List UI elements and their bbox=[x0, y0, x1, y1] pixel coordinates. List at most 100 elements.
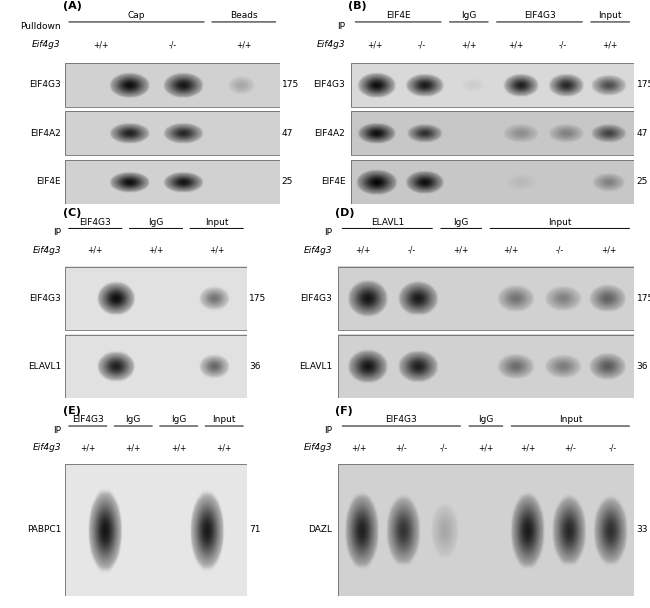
Text: -/-: -/- bbox=[439, 443, 448, 452]
Text: Eif4g3: Eif4g3 bbox=[32, 246, 61, 255]
Text: EIF4G3: EIF4G3 bbox=[79, 218, 111, 227]
Text: -/-: -/- bbox=[559, 41, 567, 49]
Text: IP: IP bbox=[324, 426, 332, 435]
Text: +/+: +/+ bbox=[148, 246, 164, 255]
Text: +/+: +/+ bbox=[454, 246, 469, 255]
Text: IP: IP bbox=[337, 22, 345, 31]
Text: Cap: Cap bbox=[128, 11, 145, 20]
Text: 175: 175 bbox=[249, 294, 266, 303]
Text: 71: 71 bbox=[249, 525, 260, 534]
Text: Input: Input bbox=[558, 415, 582, 424]
Text: (F): (F) bbox=[335, 406, 353, 416]
Text: +/+: +/+ bbox=[80, 443, 96, 452]
Text: -/-: -/- bbox=[408, 246, 416, 255]
Text: EIF4G3: EIF4G3 bbox=[300, 294, 332, 303]
Text: EIF4E: EIF4E bbox=[386, 11, 410, 20]
Text: EIF4G3: EIF4G3 bbox=[313, 80, 345, 89]
Text: +/-: +/- bbox=[564, 443, 577, 452]
Text: IP: IP bbox=[53, 229, 61, 238]
Text: Input: Input bbox=[205, 218, 228, 227]
Text: EIF4G3: EIF4G3 bbox=[72, 415, 103, 424]
Text: ELAVL1: ELAVL1 bbox=[299, 362, 332, 371]
Text: +/+: +/+ bbox=[93, 41, 109, 49]
Text: IgG: IgG bbox=[461, 11, 476, 20]
Text: EIF4G3: EIF4G3 bbox=[29, 80, 60, 89]
Text: EIF4A2: EIF4A2 bbox=[315, 129, 345, 138]
Bar bbox=[65, 464, 247, 596]
Text: ELAVL1: ELAVL1 bbox=[370, 218, 404, 227]
Text: Beads: Beads bbox=[230, 11, 257, 20]
Text: 36: 36 bbox=[637, 362, 648, 371]
Text: +/+: +/+ bbox=[88, 246, 103, 255]
Text: IgG: IgG bbox=[478, 415, 493, 424]
Text: +/-: +/- bbox=[395, 443, 408, 452]
Text: +/+: +/+ bbox=[209, 246, 224, 255]
Text: EIF4E: EIF4E bbox=[36, 178, 60, 186]
Bar bbox=[65, 334, 247, 398]
Text: (D): (D) bbox=[335, 208, 354, 218]
Text: PABPC1: PABPC1 bbox=[27, 525, 61, 534]
Bar bbox=[351, 63, 634, 106]
Text: +/+: +/+ bbox=[521, 443, 536, 452]
Text: Eif4g3: Eif4g3 bbox=[32, 41, 60, 49]
Bar bbox=[351, 160, 634, 204]
Bar bbox=[65, 111, 280, 155]
Bar bbox=[65, 266, 247, 330]
Text: +/+: +/+ bbox=[236, 41, 252, 49]
Text: +/+: +/+ bbox=[603, 41, 618, 49]
Text: +/+: +/+ bbox=[355, 246, 370, 255]
Text: Eif4g3: Eif4g3 bbox=[304, 443, 332, 452]
Text: Eif4g3: Eif4g3 bbox=[32, 443, 61, 452]
Text: EIF4E: EIF4E bbox=[320, 178, 345, 186]
Text: 175: 175 bbox=[636, 80, 650, 89]
Text: 175: 175 bbox=[637, 294, 650, 303]
Text: 47: 47 bbox=[636, 129, 648, 138]
Text: 33: 33 bbox=[637, 525, 648, 534]
Text: Pulldown: Pulldown bbox=[20, 22, 60, 31]
Text: 25: 25 bbox=[636, 178, 648, 186]
Text: -/-: -/- bbox=[608, 443, 617, 452]
Text: -/-: -/- bbox=[168, 41, 176, 49]
Text: +/+: +/+ bbox=[216, 443, 232, 452]
Text: IgG: IgG bbox=[171, 415, 187, 424]
Text: IP: IP bbox=[53, 426, 61, 435]
Text: (A): (A) bbox=[63, 1, 82, 11]
Bar bbox=[65, 63, 280, 106]
Text: Input: Input bbox=[599, 11, 622, 20]
Text: Eif4g3: Eif4g3 bbox=[304, 246, 332, 255]
Text: ELAVL1: ELAVL1 bbox=[28, 362, 61, 371]
Text: +/+: +/+ bbox=[367, 41, 382, 49]
Text: (C): (C) bbox=[63, 208, 81, 218]
Text: -/-: -/- bbox=[556, 246, 564, 255]
Text: EIF4G3: EIF4G3 bbox=[30, 294, 61, 303]
Bar bbox=[338, 266, 634, 330]
Text: 36: 36 bbox=[249, 362, 260, 371]
Text: EIF4A2: EIF4A2 bbox=[30, 129, 60, 138]
Text: +/+: +/+ bbox=[601, 246, 617, 255]
Text: Eif4g3: Eif4g3 bbox=[317, 41, 345, 49]
Text: 25: 25 bbox=[281, 178, 293, 186]
Text: +/+: +/+ bbox=[508, 41, 524, 49]
Text: (E): (E) bbox=[63, 406, 81, 416]
Text: IgG: IgG bbox=[148, 218, 164, 227]
Text: +/+: +/+ bbox=[503, 246, 518, 255]
Bar bbox=[338, 334, 634, 398]
Text: +/+: +/+ bbox=[461, 41, 476, 49]
Text: EIF4G3: EIF4G3 bbox=[524, 11, 555, 20]
Text: EIF4G3: EIF4G3 bbox=[385, 415, 417, 424]
Text: +/+: +/+ bbox=[352, 443, 367, 452]
Text: IgG: IgG bbox=[454, 218, 469, 227]
Text: Input: Input bbox=[548, 218, 571, 227]
Text: IP: IP bbox=[324, 229, 332, 238]
Bar bbox=[351, 111, 634, 155]
Text: +/+: +/+ bbox=[171, 443, 187, 452]
Text: IgG: IgG bbox=[125, 415, 141, 424]
Text: Input: Input bbox=[213, 415, 236, 424]
Text: 175: 175 bbox=[281, 80, 299, 89]
Text: +/+: +/+ bbox=[478, 443, 493, 452]
Text: +/+: +/+ bbox=[125, 443, 141, 452]
Text: DAZL: DAZL bbox=[308, 525, 332, 534]
Text: -/-: -/- bbox=[417, 41, 426, 49]
Text: (B): (B) bbox=[348, 1, 367, 11]
Bar bbox=[338, 464, 634, 596]
